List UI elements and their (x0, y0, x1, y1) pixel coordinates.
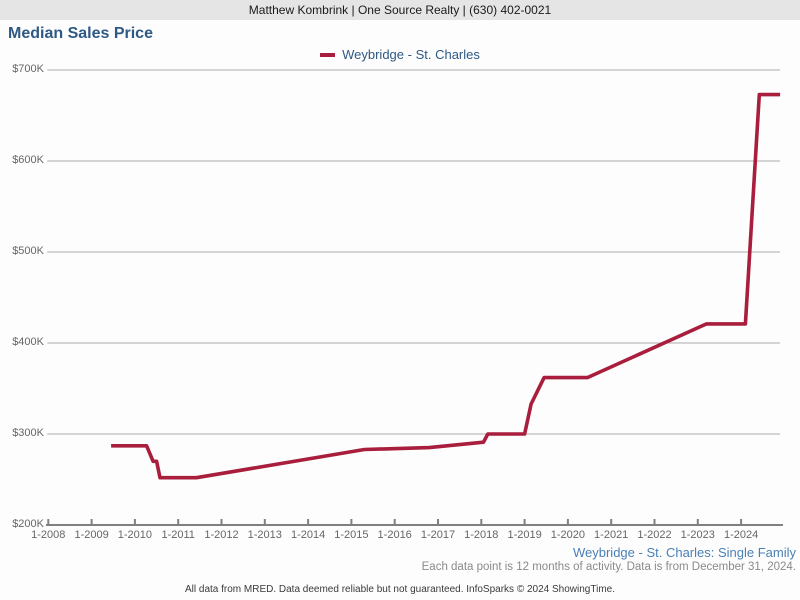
x-axis-label: 1-2017 (420, 529, 456, 541)
agent-contact-text: Matthew Kombrink | One Source Realty | (… (248, 3, 552, 17)
x-axis-label: 1-2015 (334, 529, 369, 541)
x-axis-label: 1-2021 (594, 529, 629, 541)
x-axis-label: 1-2014 (290, 529, 326, 541)
mls-disclaimer: All data from MRED. Data deemed reliable… (184, 584, 615, 595)
x-axis-label: 1-2020 (550, 529, 586, 541)
x-axis-label: 1-2022 (637, 529, 672, 541)
x-axis-label: 1-2024 (723, 529, 759, 541)
chart-legend: Weybridge - St. Charles (0, 47, 800, 62)
x-axis-label: 1-2016 (377, 529, 412, 541)
x-axis-label: 1-2010 (117, 529, 153, 541)
series-scope-caption: Weybridge - St. Charles: Single Family (572, 545, 796, 560)
agent-header-bar: Matthew Kombrink | One Source Realty | (… (0, 0, 800, 20)
price-line-series (111, 92, 781, 480)
x-axis-label: 1-2018 (464, 529, 499, 541)
x-axis-label: 1-2009 (74, 529, 109, 541)
y-axis-label: $300K (12, 427, 44, 439)
y-axis-label: $700K (12, 63, 44, 75)
y-axis-label: $400K (12, 336, 44, 348)
y-axis-label: $600K (12, 154, 44, 166)
x-axis-label: 1-2008 (31, 529, 66, 541)
x-axis-label: 1-2013 (247, 529, 282, 541)
page-title: Median Sales Price (8, 25, 153, 42)
data-point-note: Each data point is 12 months of activity… (421, 561, 796, 573)
y-axis-label: $500K (12, 245, 44, 257)
x-axis-label: 1-2019 (507, 529, 542, 541)
x-axis-label: 1-2023 (680, 529, 715, 541)
legend-series-label: Weybridge - St. Charles (342, 47, 480, 62)
legend-line-swatch (320, 52, 336, 57)
y-axis-label: $200K (12, 518, 44, 530)
x-axis-label: 1-2012 (204, 529, 239, 541)
x-axis-label: 1-2011 (161, 529, 195, 541)
